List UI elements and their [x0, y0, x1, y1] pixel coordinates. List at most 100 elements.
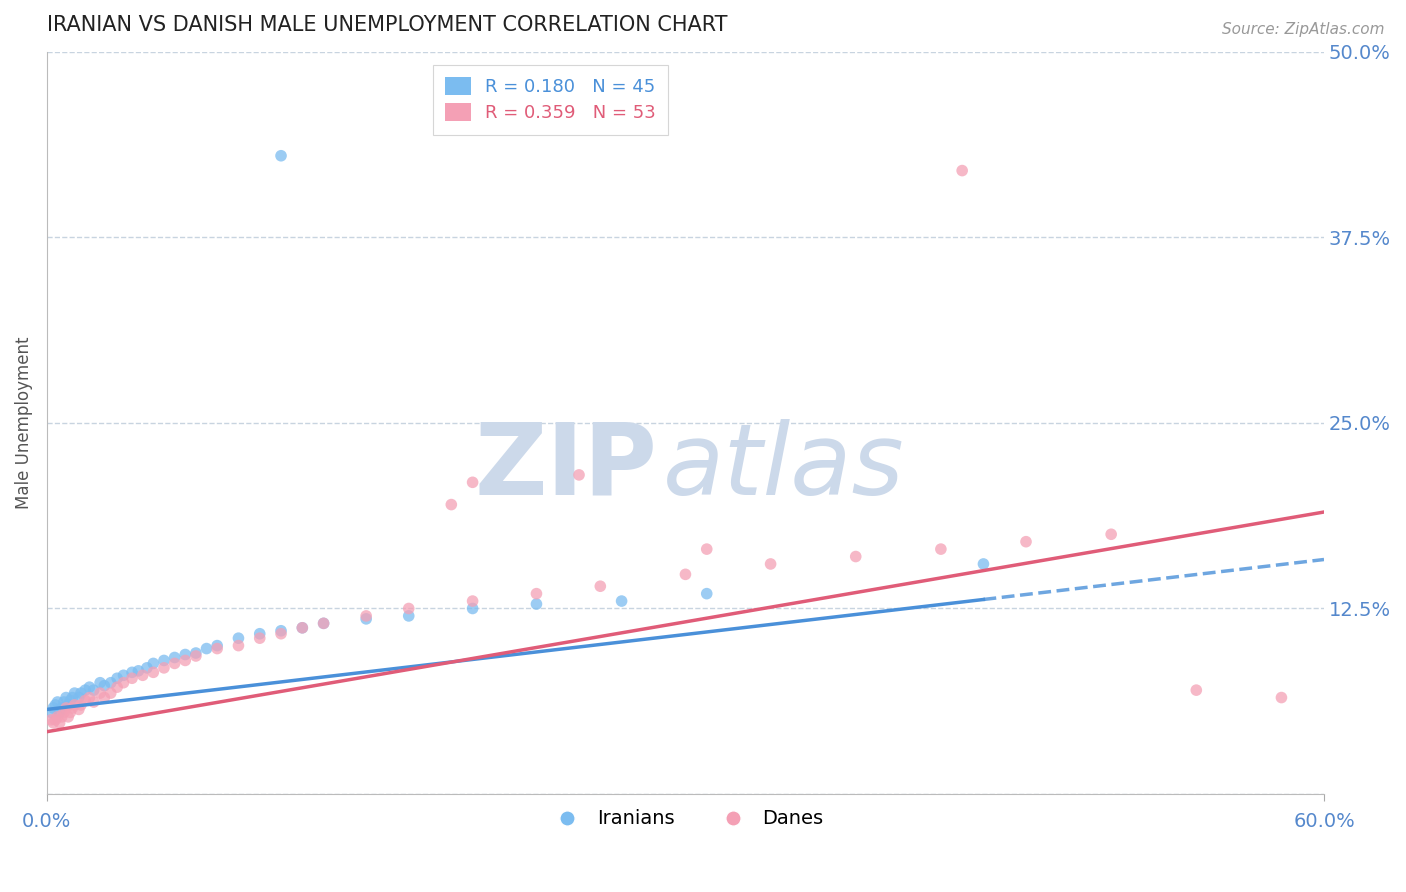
Point: [44, 713, 66, 727]
Point: [270, 149, 292, 163]
Point: [1099, 527, 1122, 541]
Legend: Iranians, Danes: Iranians, Danes: [540, 802, 831, 837]
Point: [759, 557, 782, 571]
Point: [62, 690, 84, 705]
Point: [205, 641, 228, 656]
Point: [52, 706, 75, 720]
Point: [440, 498, 463, 512]
Point: [75, 683, 97, 698]
Point: [56, 710, 79, 724]
Point: [291, 621, 314, 635]
Point: [249, 626, 271, 640]
Point: [112, 675, 135, 690]
Point: [127, 664, 149, 678]
Point: [67, 702, 90, 716]
Point: [184, 646, 207, 660]
Point: [112, 668, 135, 682]
Point: [312, 616, 335, 631]
Point: [398, 608, 420, 623]
Point: [153, 661, 176, 675]
Point: [205, 639, 228, 653]
Point: [174, 653, 197, 667]
Point: [929, 542, 952, 557]
Point: [75, 693, 97, 707]
Point: [79, 690, 101, 705]
Text: IRANIAN VS DANISH MALE UNEMPLOYMENT CORRELATION CHART: IRANIAN VS DANISH MALE UNEMPLOYMENT CORR…: [46, 15, 727, 35]
Point: [398, 601, 420, 615]
Point: [228, 639, 250, 653]
Point: [131, 668, 153, 682]
Point: [59, 693, 82, 707]
Point: [526, 587, 548, 601]
Point: [1270, 690, 1292, 705]
Point: [526, 597, 548, 611]
Point: [63, 686, 86, 700]
Point: [1185, 683, 1208, 698]
Point: [270, 626, 292, 640]
Point: [136, 661, 159, 675]
Point: [461, 601, 484, 615]
Point: [696, 542, 718, 557]
Point: [46, 710, 69, 724]
Point: [972, 557, 994, 571]
Point: [42, 715, 65, 730]
Point: [93, 679, 115, 693]
Text: atlas: atlas: [662, 419, 904, 516]
Point: [51, 701, 73, 715]
Point: [354, 608, 377, 623]
Point: [48, 706, 70, 720]
Point: [67, 690, 90, 705]
Point: [93, 690, 115, 705]
Point: [89, 675, 111, 690]
Point: [589, 579, 612, 593]
Point: [100, 675, 122, 690]
Point: [105, 671, 128, 685]
Point: [142, 657, 165, 671]
Text: ZIP: ZIP: [474, 419, 658, 516]
Point: [62, 701, 84, 715]
Point: [63, 698, 86, 712]
Point: [39, 706, 62, 720]
Point: [83, 695, 105, 709]
Y-axis label: Male Unemployment: Male Unemployment: [15, 336, 32, 509]
Point: [121, 665, 143, 680]
Point: [52, 695, 75, 709]
Point: [354, 612, 377, 626]
Point: [100, 686, 122, 700]
Text: Source: ZipAtlas.com: Source: ZipAtlas.com: [1222, 22, 1385, 37]
Point: [79, 680, 101, 694]
Point: [270, 624, 292, 638]
Point: [950, 163, 973, 178]
Point: [461, 475, 484, 490]
Point: [610, 594, 633, 608]
Point: [312, 616, 335, 631]
Point: [675, 567, 697, 582]
Point: [56, 698, 79, 712]
Point: [121, 671, 143, 685]
Point: [228, 631, 250, 645]
Point: [153, 653, 176, 667]
Point: [163, 650, 186, 665]
Point: [195, 641, 218, 656]
Point: [249, 631, 271, 645]
Point: [55, 690, 77, 705]
Point: [55, 701, 77, 715]
Point: [70, 686, 93, 700]
Point: [44, 698, 66, 712]
Point: [70, 698, 93, 712]
Point: [51, 710, 73, 724]
Point: [1015, 534, 1038, 549]
Point: [105, 680, 128, 694]
Point: [163, 657, 186, 671]
Point: [696, 587, 718, 601]
Point: [568, 467, 591, 482]
Point: [845, 549, 868, 564]
Point: [39, 713, 62, 727]
Point: [42, 701, 65, 715]
Point: [291, 621, 314, 635]
Point: [48, 715, 70, 730]
Point: [83, 683, 105, 698]
Point: [174, 648, 197, 662]
Point: [89, 686, 111, 700]
Point: [184, 648, 207, 663]
